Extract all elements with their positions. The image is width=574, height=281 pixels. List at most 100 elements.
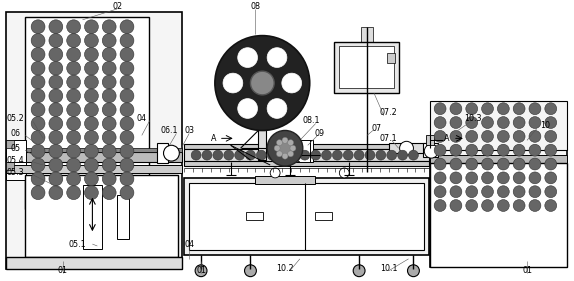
Circle shape: [282, 137, 288, 143]
Bar: [361, 27, 373, 71]
Circle shape: [450, 144, 462, 156]
Bar: [6, 148, 183, 152]
Text: 04: 04: [137, 114, 147, 123]
Text: 10.1: 10.1: [380, 264, 397, 273]
Circle shape: [466, 117, 478, 128]
Circle shape: [450, 130, 462, 142]
Circle shape: [434, 144, 446, 156]
Circle shape: [120, 117, 134, 130]
Circle shape: [31, 47, 45, 61]
Circle shape: [400, 141, 413, 155]
Bar: [430, 148, 567, 267]
Bar: [184, 161, 429, 166]
Bar: [6, 162, 14, 170]
Bar: [189, 183, 424, 250]
Circle shape: [102, 20, 116, 34]
Circle shape: [450, 200, 462, 212]
Circle shape: [120, 34, 134, 47]
Text: 08: 08: [250, 3, 261, 12]
Bar: [184, 178, 429, 255]
Circle shape: [49, 130, 63, 144]
Circle shape: [277, 151, 282, 157]
Bar: [6, 152, 183, 162]
Bar: [117, 195, 129, 239]
Text: A: A: [444, 134, 449, 143]
Circle shape: [49, 103, 63, 117]
Circle shape: [545, 172, 557, 184]
Circle shape: [49, 117, 63, 130]
Circle shape: [376, 150, 386, 160]
Circle shape: [84, 34, 98, 47]
Circle shape: [513, 117, 525, 128]
Circle shape: [84, 186, 98, 200]
Text: 08.1: 08.1: [303, 116, 320, 125]
Text: 01: 01: [522, 266, 532, 275]
Bar: [315, 212, 332, 220]
Text: 05.2: 05.2: [6, 114, 24, 123]
Circle shape: [49, 158, 63, 172]
Circle shape: [513, 172, 525, 184]
Circle shape: [282, 73, 301, 93]
Circle shape: [84, 158, 98, 172]
Bar: [6, 140, 14, 148]
Circle shape: [49, 172, 63, 186]
Circle shape: [49, 89, 63, 103]
Text: 10.3: 10.3: [464, 114, 482, 123]
Circle shape: [339, 168, 349, 178]
Circle shape: [84, 47, 98, 61]
Circle shape: [424, 144, 438, 158]
Circle shape: [31, 89, 45, 103]
Circle shape: [120, 103, 134, 117]
Bar: [184, 144, 429, 149]
Text: 06: 06: [10, 129, 20, 138]
Circle shape: [84, 61, 98, 75]
Circle shape: [67, 144, 80, 158]
Circle shape: [120, 158, 134, 172]
Circle shape: [49, 186, 63, 200]
Circle shape: [84, 103, 98, 117]
Circle shape: [67, 75, 80, 89]
Circle shape: [267, 150, 277, 160]
Bar: [6, 12, 183, 269]
Circle shape: [120, 75, 134, 89]
Circle shape: [224, 150, 234, 160]
Circle shape: [267, 99, 287, 118]
Circle shape: [102, 158, 116, 172]
Bar: [157, 143, 168, 163]
Circle shape: [49, 34, 63, 47]
Circle shape: [195, 265, 207, 277]
Circle shape: [282, 153, 288, 159]
Text: 01: 01: [196, 266, 206, 275]
Circle shape: [545, 158, 557, 170]
Circle shape: [466, 130, 478, 142]
Circle shape: [120, 20, 134, 34]
Circle shape: [102, 144, 116, 158]
Circle shape: [529, 117, 541, 128]
Circle shape: [545, 200, 557, 212]
Circle shape: [120, 89, 134, 103]
Circle shape: [434, 186, 446, 198]
Circle shape: [270, 168, 280, 178]
Circle shape: [311, 150, 321, 160]
Text: A: A: [211, 134, 216, 143]
Circle shape: [49, 144, 63, 158]
Text: 07: 07: [372, 124, 382, 133]
Circle shape: [191, 150, 201, 160]
Circle shape: [321, 150, 331, 160]
Circle shape: [513, 158, 525, 170]
Circle shape: [202, 150, 212, 160]
Circle shape: [67, 172, 80, 186]
Circle shape: [300, 150, 310, 160]
Circle shape: [290, 145, 296, 151]
Bar: [25, 175, 179, 257]
Circle shape: [67, 34, 80, 47]
Circle shape: [288, 151, 293, 157]
Circle shape: [498, 172, 509, 184]
Circle shape: [482, 117, 494, 128]
Circle shape: [67, 61, 80, 75]
Circle shape: [466, 144, 478, 156]
Circle shape: [102, 47, 116, 61]
Circle shape: [513, 200, 525, 212]
Circle shape: [102, 186, 116, 200]
Circle shape: [482, 172, 494, 184]
